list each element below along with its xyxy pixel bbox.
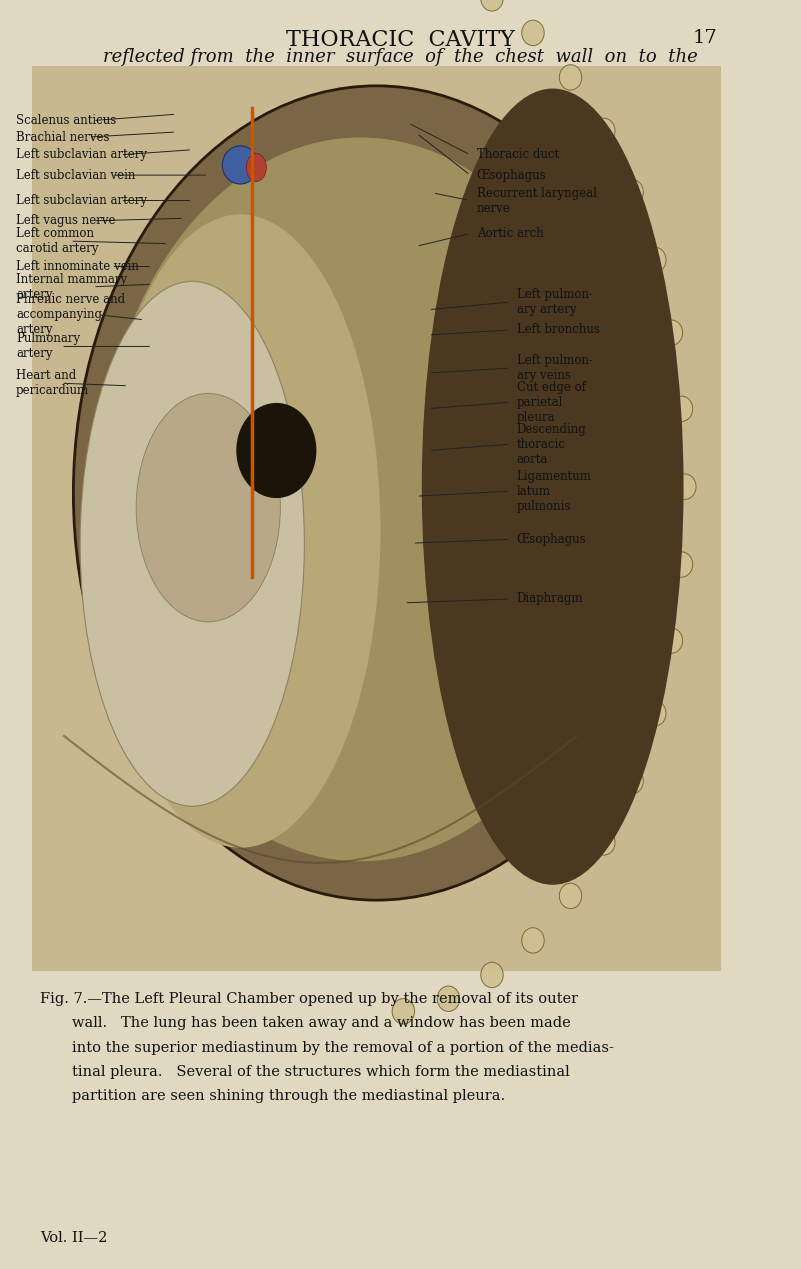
Text: Cut edge of
parietal
pleura: Cut edge of parietal pleura [517, 381, 586, 424]
Ellipse shape [660, 320, 682, 345]
Text: Left subclavian artery: Left subclavian artery [16, 194, 147, 207]
Text: into the superior mediastinum by the removal of a portion of the medias-: into the superior mediastinum by the rem… [72, 1041, 614, 1055]
Ellipse shape [643, 247, 666, 273]
Ellipse shape [74, 86, 679, 900]
Text: Left subclavian vein: Left subclavian vein [16, 169, 135, 181]
Ellipse shape [621, 179, 643, 204]
Text: Left pulmon-
ary artery: Left pulmon- ary artery [517, 288, 593, 316]
Text: Diaphragm: Diaphragm [517, 593, 583, 605]
Ellipse shape [437, 986, 460, 1011]
Ellipse shape [593, 830, 615, 855]
Text: Descending
thoracic
aorta: Descending thoracic aorta [517, 423, 586, 466]
Ellipse shape [521, 20, 544, 46]
Ellipse shape [670, 396, 693, 421]
Ellipse shape [670, 552, 693, 577]
Ellipse shape [481, 0, 503, 11]
Text: Ligamentum
latum
pulmonis: Ligamentum latum pulmonis [517, 470, 591, 513]
Ellipse shape [559, 883, 582, 909]
Ellipse shape [222, 146, 258, 184]
Text: Vol. II—2: Vol. II—2 [40, 1231, 107, 1245]
Ellipse shape [422, 89, 683, 884]
Text: Left vagus nerve: Left vagus nerve [16, 214, 115, 227]
Text: Left subclavian artery: Left subclavian artery [16, 148, 147, 161]
Text: tinal pleura.   Several of the structures which form the mediastinal: tinal pleura. Several of the structures … [72, 1065, 570, 1079]
Text: Œsophagus: Œsophagus [477, 169, 546, 181]
Text: Left bronchus: Left bronchus [517, 324, 599, 336]
Text: Phrenic nerve and
accompanying
artery: Phrenic nerve and accompanying artery [16, 293, 125, 336]
Ellipse shape [593, 118, 615, 143]
Text: Pulmonary
artery: Pulmonary artery [16, 332, 80, 360]
FancyBboxPatch shape [32, 66, 721, 971]
Ellipse shape [100, 214, 380, 848]
Text: Œsophagus: Œsophagus [517, 533, 586, 546]
Text: Thoracic duct: Thoracic duct [477, 148, 559, 161]
Text: wall.   The lung has been taken away and a window has been made: wall. The lung has been taken away and a… [72, 1016, 571, 1030]
Text: 17: 17 [693, 29, 717, 47]
Ellipse shape [236, 404, 316, 499]
Ellipse shape [136, 393, 280, 622]
Text: reflected from  the  inner  surface  of  the  chest  wall  on  to  the: reflected from the inner surface of the … [103, 48, 698, 66]
Ellipse shape [660, 628, 682, 654]
Ellipse shape [481, 962, 503, 987]
Text: Left pulmon-
ary veins: Left pulmon- ary veins [517, 354, 593, 382]
Ellipse shape [80, 282, 304, 806]
Text: THORACIC  CAVITY: THORACIC CAVITY [286, 29, 515, 51]
Ellipse shape [674, 475, 696, 500]
Ellipse shape [247, 154, 266, 181]
Text: Left common
carotid artery: Left common carotid artery [16, 227, 99, 255]
Ellipse shape [559, 65, 582, 90]
Text: Fig. 7.—The Left Pleural Chamber opened up by the removal of its outer: Fig. 7.—The Left Pleural Chamber opened … [40, 992, 578, 1006]
Ellipse shape [521, 928, 544, 953]
Text: Internal mammary
artery: Internal mammary artery [16, 273, 127, 301]
Text: Recurrent laryngeal
nerve: Recurrent laryngeal nerve [477, 187, 597, 214]
Ellipse shape [99, 137, 622, 862]
Text: partition are seen shining through the mediastinal pleura.: partition are seen shining through the m… [72, 1089, 505, 1103]
Text: Scalenus anticus: Scalenus anticus [16, 114, 116, 127]
Ellipse shape [643, 700, 666, 726]
Text: Brachial nerves: Brachial nerves [16, 131, 110, 143]
Ellipse shape [621, 769, 643, 794]
Text: Aortic arch: Aortic arch [477, 227, 543, 240]
Text: Heart and
pericardium: Heart and pericardium [16, 369, 89, 397]
Ellipse shape [392, 999, 415, 1024]
Text: Left innominate vein: Left innominate vein [16, 260, 139, 273]
